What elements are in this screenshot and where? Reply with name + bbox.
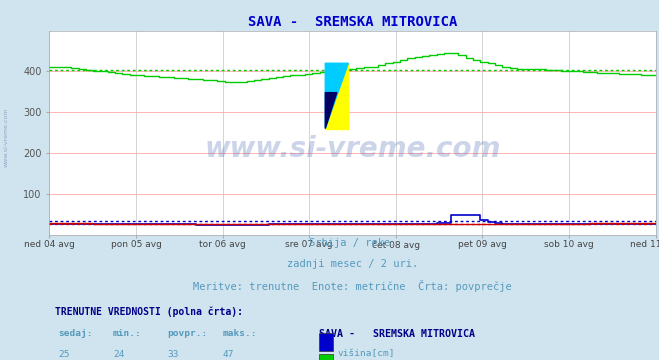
Title: SAVA -  SREMSKA MITROVICA: SAVA - SREMSKA MITROVICA: [248, 15, 457, 30]
Text: sedaj:: sedaj:: [59, 329, 93, 338]
Text: 24: 24: [113, 350, 125, 359]
Text: SAVA -   SREMSKA MITROVICA: SAVA - SREMSKA MITROVICA: [319, 329, 475, 338]
Text: 33: 33: [167, 350, 179, 359]
Text: maks.:: maks.:: [222, 329, 257, 338]
Text: Meritve: trenutne  Enote: metrične  Črta: povprečje: Meritve: trenutne Enote: metrične Črta: …: [193, 280, 512, 292]
Text: min.:: min.:: [113, 329, 142, 338]
FancyBboxPatch shape: [319, 333, 333, 351]
Text: višina[cm]: višina[cm]: [337, 350, 395, 359]
Text: www.si-vreme.com: www.si-vreme.com: [4, 107, 9, 167]
Text: www.si-vreme.com: www.si-vreme.com: [204, 135, 501, 163]
Text: 47: 47: [222, 350, 234, 359]
Text: povpr.:: povpr.:: [167, 329, 208, 338]
Text: zadnji mesec / 2 uri.: zadnji mesec / 2 uri.: [287, 259, 418, 269]
Polygon shape: [326, 63, 349, 129]
Text: 25: 25: [59, 350, 70, 359]
Text: Srbija / reke.: Srbija / reke.: [309, 238, 396, 248]
Text: TRENUTNE VREDNOSTI (polna črta):: TRENUTNE VREDNOSTI (polna črta):: [55, 306, 243, 317]
Polygon shape: [326, 63, 349, 129]
Polygon shape: [326, 93, 337, 129]
FancyBboxPatch shape: [319, 355, 333, 360]
